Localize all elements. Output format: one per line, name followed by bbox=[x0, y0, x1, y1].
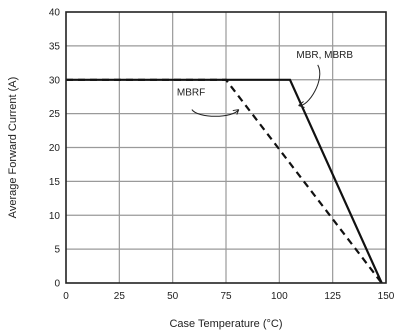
annotation-mbr-mbrb: MBR, MBRB bbox=[296, 50, 353, 61]
y-tick-label-40: 40 bbox=[49, 8, 61, 19]
annotation-arrow-mbrf bbox=[191, 109, 240, 117]
y-tick-label-0: 0 bbox=[54, 279, 60, 290]
y-tick-label-35: 35 bbox=[49, 41, 61, 52]
series-layer bbox=[66, 78, 383, 284]
series-line-mbrf bbox=[66, 78, 383, 284]
y-tick-label-20: 20 bbox=[49, 143, 61, 154]
annotation-arrow-mbr-mbrb bbox=[298, 64, 321, 108]
y-tick-label-30: 30 bbox=[49, 75, 61, 86]
y-tick-label-15: 15 bbox=[49, 177, 61, 188]
x-tick-label-75: 75 bbox=[220, 291, 232, 302]
annotation-mbrf: MBRF bbox=[177, 87, 205, 98]
x-tick-label-125: 125 bbox=[324, 291, 341, 302]
x-tick-label-150: 150 bbox=[378, 291, 395, 302]
x-tick-label-0: 0 bbox=[63, 291, 69, 302]
x-tick-label-25: 25 bbox=[114, 291, 126, 302]
x-axis-title: Case Temperature (°C) bbox=[169, 318, 282, 330]
x-tick-label-50: 50 bbox=[167, 291, 179, 302]
y-tick-label-5: 5 bbox=[54, 245, 60, 256]
y-tick-label-10: 10 bbox=[49, 211, 61, 222]
y-tick-label-25: 25 bbox=[49, 109, 61, 120]
x-tick-label-100: 100 bbox=[271, 291, 288, 302]
tick-labels: 0 25 50 75 100 125 150 0 5 10 15 20 25 30 35 40 bbox=[49, 8, 395, 303]
y-axis-title: Average Forward Current (A) bbox=[7, 77, 19, 219]
annotations: MBR, MBRB MBRF bbox=[177, 50, 353, 117]
plot-frame bbox=[65, 11, 387, 284]
